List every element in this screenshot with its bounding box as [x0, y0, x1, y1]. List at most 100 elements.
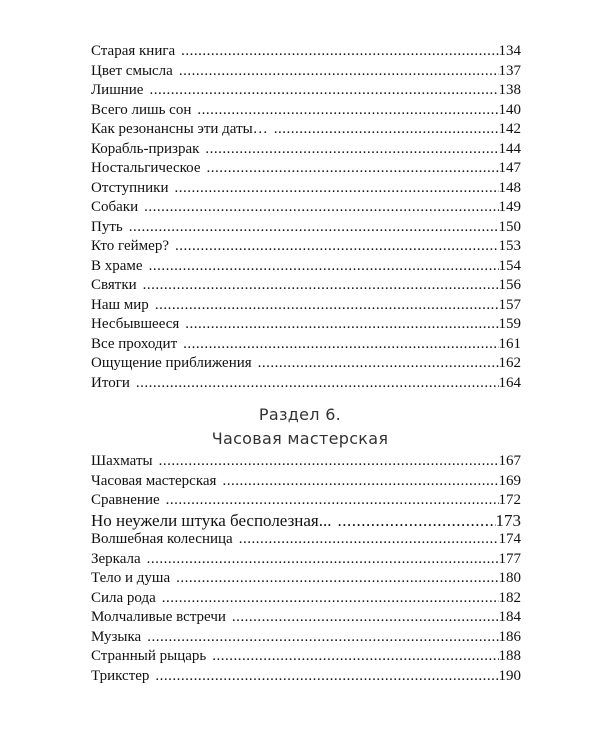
entry-title: Сила рода [91, 589, 156, 606]
entry-title: Несбывшееся [91, 316, 180, 332]
toc-entry: Итоги 164 [91, 374, 521, 394]
dot-leader [232, 608, 499, 628]
dot-leader [258, 354, 499, 374]
toc-entry: Несбывшееся 159 [91, 315, 521, 335]
toc-entry: Корабль-призрак 144 [91, 140, 521, 160]
toc-entry: Путь 150 [91, 218, 521, 238]
toc-entry: Трикстер 190 [91, 667, 521, 687]
entry-page: 149 [498, 199, 522, 215]
entry-page: 172 [498, 492, 522, 508]
entry-page: 144 [498, 140, 522, 157]
dot-leader [129, 218, 499, 238]
toc-entry: Как резонансны эти даты… 142 [91, 120, 521, 140]
toc-entry: Сила рода 182 [91, 589, 521, 609]
entry-title: Отступники [91, 179, 169, 196]
dot-leader [155, 667, 498, 687]
dot-leader [166, 491, 499, 511]
toc-entry: Все проходит 161 [91, 335, 521, 355]
toc-entry: Лишние 138 [91, 81, 521, 101]
dot-leader [212, 647, 498, 667]
toc-entry: Ощущение приближения 162 [91, 354, 521, 374]
toc-entry: Всего лишь сон 140 [91, 101, 521, 121]
dot-leader [149, 81, 498, 101]
dot-leader [181, 42, 498, 62]
entry-page: 162 [498, 355, 522, 371]
entry-title: Собаки [91, 199, 139, 215]
entry-title: Странный рыцарь [91, 648, 207, 664]
entry-title: Итоги [91, 374, 130, 391]
entry-title: Все проходит [91, 335, 178, 352]
dot-leader [144, 198, 498, 218]
entry-title: Путь [91, 218, 123, 235]
entry-page: 140 [498, 101, 522, 118]
entry-page: 169 [498, 472, 522, 489]
dot-leader [197, 101, 498, 121]
entry-page: 157 [498, 296, 522, 313]
toc-list-section-5: Старая книга 134 Цвет смысла 137 Лишние 138 Вс… [91, 42, 521, 393]
entry-page: 186 [498, 628, 522, 645]
entry-title: Ностальгическое [91, 160, 201, 176]
entry-page: 180 [498, 570, 522, 586]
dot-leader [185, 315, 498, 335]
section-label: Раздел 6. [258, 405, 342, 424]
toc-entry: Странный рыцарь 188 [91, 647, 521, 667]
entry-page: 153 [498, 238, 522, 254]
entry-page: 154 [498, 257, 522, 274]
dot-leader [179, 62, 499, 82]
dot-leader [162, 589, 499, 609]
toc-entry: Старая книга 134 [91, 42, 521, 62]
entry-title: Часовая мастерская [91, 472, 217, 489]
entry-title: Шахматы [91, 453, 153, 469]
entry-page: 174 [498, 531, 522, 547]
entry-page: 164 [498, 374, 522, 391]
toc-entry: Цвет смысла 137 [91, 62, 521, 82]
dot-leader [147, 628, 498, 648]
entry-title: Но неужели штука бесполезная... [91, 510, 332, 530]
entry-page: 182 [498, 589, 522, 606]
entry-page: 188 [498, 648, 522, 664]
entry-title: Молчаливые встречи [91, 609, 226, 625]
dot-leader [149, 257, 499, 277]
toc-entry: Отступники 148 [91, 179, 521, 199]
entry-title: Цвет смысла [91, 62, 173, 79]
toc-entry: В храме 154 [91, 257, 521, 277]
entry-title: Как резонансны эти даты… [91, 121, 268, 137]
entry-page: 137 [498, 62, 522, 79]
entry-page: 134 [498, 43, 522, 59]
toc-entry: Музыка 186 [91, 628, 521, 648]
dot-leader [239, 530, 499, 550]
toc-entry: Кто геймер? 153 [91, 237, 521, 257]
dot-leader [176, 569, 498, 589]
toc-entry: Зеркала 177 [91, 550, 521, 570]
toc-entry: Тело и душа 180 [91, 569, 521, 589]
entry-page: 184 [498, 609, 522, 625]
entry-page: 150 [498, 218, 522, 235]
entry-title: Лишние [91, 82, 144, 98]
toc-entry: Молчаливые встречи 184 [91, 608, 521, 628]
entry-page: 161 [498, 335, 522, 352]
entry-title: Тело и душа [91, 570, 171, 586]
toc-entry: Волшебная колесница 174 [91, 530, 521, 550]
toc-entry: Но неужели штука бесполезная... 173 [91, 511, 521, 531]
entry-page: 177 [498, 550, 522, 567]
dot-leader [159, 452, 499, 472]
entry-page: 147 [498, 160, 522, 176]
toc-entry: Ностальгическое 147 [91, 159, 521, 179]
entry-page: 190 [498, 667, 522, 684]
entry-title: Ощущение приближения [91, 355, 252, 371]
dot-leader [207, 159, 499, 179]
dot-leader [183, 335, 498, 355]
toc-entry: Собаки 149 [91, 198, 521, 218]
toc-entry: Святки 156 [91, 276, 521, 296]
entry-title: Зеркала [91, 550, 141, 567]
entry-title: В храме [91, 257, 143, 274]
toc-entry: Часовая мастерская 169 [91, 472, 521, 492]
entry-page: 142 [498, 121, 522, 137]
entry-title: Корабль-призрак [91, 140, 200, 157]
entry-title: Наш мир [91, 296, 149, 313]
dot-leader [143, 276, 499, 296]
dot-leader [136, 374, 499, 394]
entry-page: 148 [498, 179, 522, 196]
dot-leader [174, 179, 498, 199]
dot-leader [338, 511, 496, 531]
